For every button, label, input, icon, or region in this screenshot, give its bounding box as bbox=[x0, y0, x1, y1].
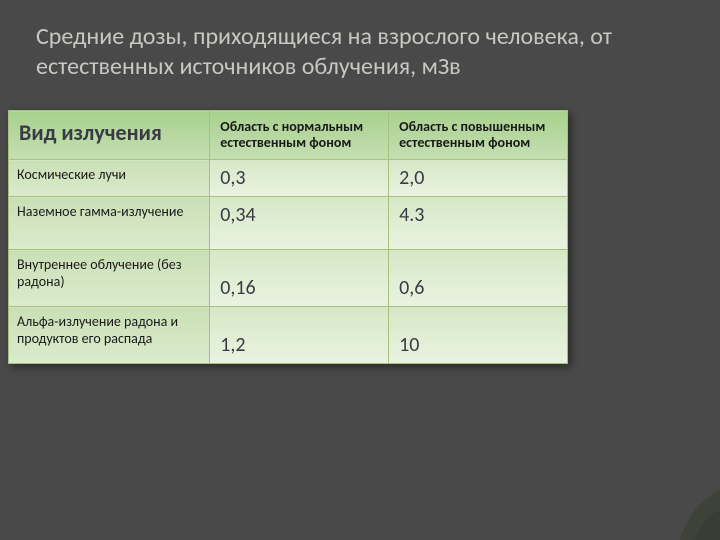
row-label: Внутреннее облучение (без радона) bbox=[9, 250, 210, 307]
page-title: Средние дозы, приходящиеся на взрослого … bbox=[0, 0, 720, 92]
table-row: Космические лучи 0,3 2,0 bbox=[9, 160, 568, 197]
row-label: Альфа-излучение радона и продуктов его р… bbox=[9, 307, 210, 364]
table-header-row: Вид излучения Область с нормальным естес… bbox=[9, 111, 568, 160]
table-row: Внутреннее облучение (без радона) 0,16 0… bbox=[9, 250, 568, 307]
row-value-elevated: 2,0 bbox=[389, 160, 568, 197]
dose-table-container: Вид излучения Область с нормальным естес… bbox=[8, 110, 568, 364]
row-label: Наземное гамма-излучение bbox=[9, 197, 210, 250]
corner-decoration-icon bbox=[640, 460, 720, 540]
row-value-elevated: 4.3 bbox=[389, 197, 568, 250]
col-header-elevated: Область с повышенным естественным фоном bbox=[389, 111, 568, 160]
dose-table: Вид излучения Область с нормальным естес… bbox=[8, 110, 568, 364]
row-value-normal: 1,2 bbox=[210, 307, 389, 364]
table-row: Наземное гамма-излучение 0,34 4.3 bbox=[9, 197, 568, 250]
row-value-elevated: 10 bbox=[389, 307, 568, 364]
table-row: Альфа-излучение радона и продуктов его р… bbox=[9, 307, 568, 364]
row-value-normal: 0,3 bbox=[210, 160, 389, 197]
row-value-normal: 0,16 bbox=[210, 250, 389, 307]
row-value-elevated: 0,6 bbox=[389, 250, 568, 307]
col-header-type: Вид излучения bbox=[9, 111, 210, 160]
row-value-normal: 0,34 bbox=[210, 197, 389, 250]
col-header-normal: Область с нормальным естественным фоном bbox=[210, 111, 389, 160]
row-label: Космические лучи bbox=[9, 160, 210, 197]
